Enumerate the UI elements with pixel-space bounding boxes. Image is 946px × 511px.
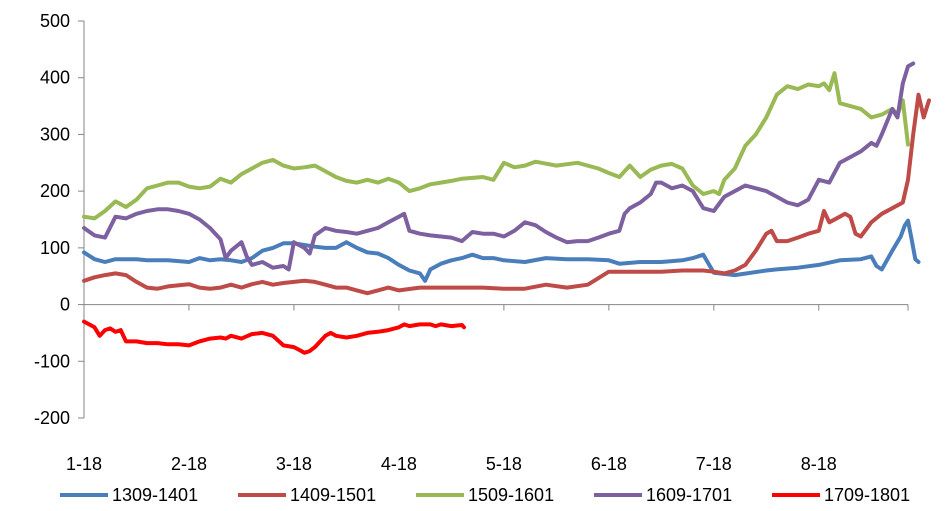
x-tick-label: 5-18: [486, 454, 522, 474]
legend-label: 1609-1701: [646, 485, 732, 505]
x-tick-label: 2-18: [171, 454, 207, 474]
y-tick-label: 500: [40, 11, 70, 31]
series-line-1609-1701: [82, 61, 916, 272]
x-tick-label: 3-18: [276, 454, 312, 474]
x-tick-label: 6-18: [591, 454, 627, 474]
y-axis: -200 -100 0 100 200 300 400 500: [34, 11, 85, 428]
series-line-1709-1801: [82, 319, 466, 355]
x-tick-label: 1-18: [66, 454, 102, 474]
x-axis: 1-18 2-18 3-18 4-18 5-18 6-18 7-18 8-18: [66, 304, 909, 474]
series-line-1509-1601: [82, 71, 910, 221]
series-line-1409-1501: [82, 92, 931, 296]
y-tick-label: 100: [40, 238, 70, 258]
y-tick-label: -100: [34, 351, 70, 371]
y-tick-label: 200: [40, 181, 70, 201]
y-tick-label: 300: [40, 124, 70, 144]
legend-label: 1309-1401: [112, 485, 198, 505]
y-tick-label: -200: [34, 408, 70, 428]
legend-label: 1709-1801: [824, 485, 910, 505]
x-tick-label: 8-18: [801, 454, 837, 474]
y-tick-label: 400: [40, 68, 70, 88]
series-line-1309-1401: [82, 218, 921, 283]
x-tick-label: 4-18: [381, 454, 417, 474]
legend: 1309-1401 1409-1501 1509-1601 1609-1701 1709…: [60, 485, 910, 505]
legend-label: 1409-1501: [290, 485, 376, 505]
x-tick-label: 7-18: [696, 454, 732, 474]
series-layer: [82, 61, 931, 355]
y-tick-label: 0: [60, 295, 70, 315]
legend-label: 1509-1601: [468, 485, 554, 505]
